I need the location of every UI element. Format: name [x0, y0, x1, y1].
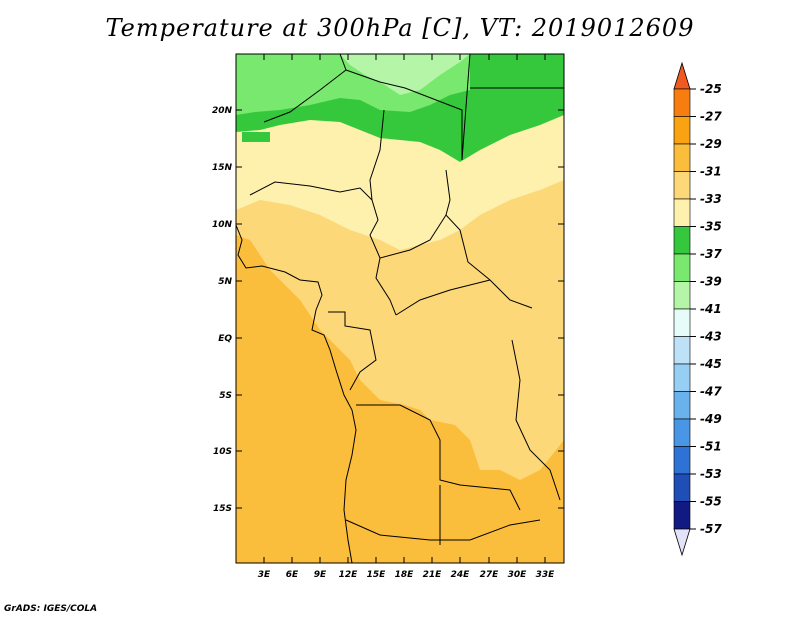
lat-label: 10N	[212, 220, 233, 230]
lon-label: 9E	[314, 570, 327, 580]
colorbar-swatch	[673, 363, 691, 392]
colorbar-label: -47	[700, 385, 722, 399]
lat-label: 5N	[218, 277, 232, 287]
colorbar-swatch	[673, 308, 691, 337]
colorbar-label: -29	[700, 137, 722, 151]
border-south-1	[356, 404, 521, 511]
colorbar-swatch	[673, 336, 691, 365]
colorbar-label: -41	[700, 302, 722, 316]
border-central-2	[249, 181, 373, 201]
border-north-2	[345, 54, 471, 161]
lon-label: 21E	[423, 570, 443, 580]
longitude-axis: 3E 6E 9E 12E 15E 18E 21E 24E 27E 30E 33E	[258, 54, 555, 580]
field-patch-green-west	[242, 132, 270, 142]
colorbar-label: -51	[700, 440, 722, 454]
colorbar-label: -31	[700, 165, 722, 179]
border-east-2	[511, 339, 561, 501]
colorbar-swatch	[673, 226, 691, 255]
colorbar-label: -37	[700, 247, 722, 261]
colorbar-swatch	[673, 171, 691, 200]
lon-label: 3E	[258, 570, 271, 580]
colorbar-label: -35	[700, 220, 722, 234]
colorbar-swatch	[673, 473, 691, 502]
lon-label: 24E	[451, 570, 471, 580]
colorbar-swatch	[673, 88, 691, 117]
border-central-1	[369, 109, 397, 316]
colorbar-arrow-top	[673, 61, 691, 90]
colorbar-swatch	[673, 418, 691, 447]
lat-label: 10S	[213, 447, 232, 457]
colorbar-swatch	[673, 281, 691, 310]
map-frame	[235, 53, 565, 564]
colorbar-swatch	[673, 198, 691, 227]
lon-label: 18E	[395, 570, 415, 580]
map-boundaries	[236, 54, 564, 563]
colorbar-swatch	[673, 143, 691, 172]
border-gabon	[328, 311, 377, 391]
border-south-2	[345, 519, 541, 541]
lat-label: EQ	[218, 334, 232, 344]
colorbar-swatch	[673, 501, 691, 530]
latitude-axis: 20N 15N 10N 5N EQ 5S 10S 15S	[212, 106, 564, 514]
lon-label: 12E	[339, 570, 359, 580]
colorbar-label: -27	[700, 110, 722, 124]
lon-label: 6E	[286, 570, 299, 580]
lon-label: 33E	[536, 570, 556, 580]
chart-title: Temperature at 300hPa [C], VT: 201901260…	[105, 14, 695, 42]
border-central-3	[379, 214, 533, 309]
temperature-field	[236, 54, 564, 563]
colorbar-swatch	[673, 391, 691, 420]
coastline-west	[236, 224, 357, 563]
lat-label: 15S	[213, 504, 232, 514]
colorbar-swatch	[673, 446, 691, 475]
colorbar: -25 -27 -29 -31 -33 -35 -37 -39 -41 -43 -45 -47 -49 -…	[673, 61, 722, 557]
field-band-pale-green	[340, 54, 470, 95]
colorbar-label: -53	[700, 467, 722, 481]
border-north-1	[263, 54, 347, 123]
colorbar-label: -49	[700, 412, 722, 426]
colorbar-label: -43	[700, 330, 722, 344]
lon-label: 15E	[367, 570, 387, 580]
colorbar-label: -39	[700, 275, 722, 289]
colorbar-arrow-bottom	[673, 528, 691, 557]
border-central-4	[395, 279, 491, 316]
colorbar-label: -45	[700, 357, 722, 371]
colorbar-label: -57	[700, 522, 722, 536]
credit-label: GrADS: IGES/COLA	[4, 604, 98, 614]
lon-label: 30E	[508, 570, 528, 580]
lat-label: 5S	[219, 391, 232, 401]
lon-label: 27E	[480, 570, 500, 580]
lat-label: 20N	[212, 106, 233, 116]
colorbar-swatch	[673, 116, 691, 145]
colorbar-label: -55	[700, 495, 722, 509]
colorbar-swatch	[673, 253, 691, 282]
colorbar-label: -25	[700, 82, 722, 96]
border-east-3	[445, 169, 451, 216]
lat-label: 15N	[212, 163, 233, 173]
colorbar-label: -33	[700, 192, 722, 206]
